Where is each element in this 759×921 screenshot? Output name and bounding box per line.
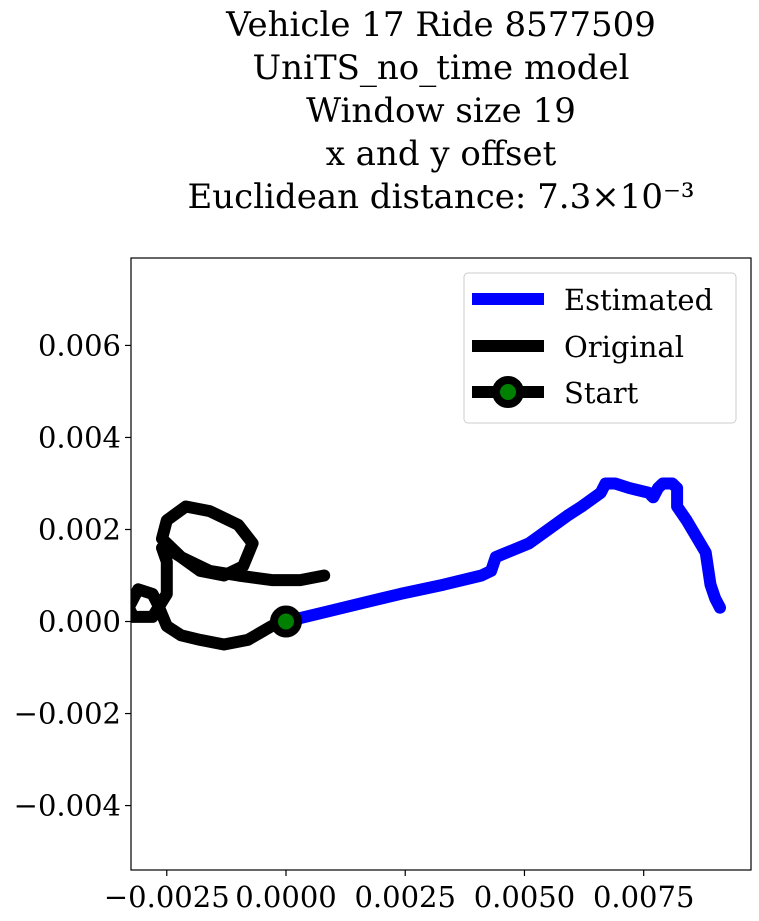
y-tick-label: −0.002: [14, 697, 121, 731]
y-tick-label: 0.004: [38, 420, 121, 454]
legend-start-label: Start: [564, 376, 639, 410]
legend: Estimated Original Start: [463, 272, 737, 424]
x-tick-label: 0.0025: [354, 880, 455, 914]
x-axis: −0.0025 0.0000 0.0025 0.0050 0.0075: [104, 870, 694, 914]
series-original-line: [131, 500, 331, 651]
series-estimated-line: [280, 477, 726, 628]
x-tick-label: −0.0025: [104, 880, 230, 914]
legend-original-label: Original: [564, 330, 684, 364]
start-marker: [270, 605, 302, 638]
y-tick-label: −0.004: [14, 789, 121, 823]
y-tick-label: 0.000: [38, 605, 121, 639]
x-tick-label: 0.0050: [474, 880, 575, 914]
y-axis: −0.004 −0.002 0.000 0.002 0.004 0.006: [14, 328, 131, 823]
title-line-3: Window size 19: [306, 91, 576, 131]
legend-estimated-label: Estimated: [564, 283, 713, 317]
title-line-4: x and y offset: [326, 134, 557, 174]
legend-box: [463, 272, 737, 424]
title-line-1: Vehicle 17 Ride 8577509: [225, 5, 656, 45]
x-tick-label: 0.0000: [235, 880, 336, 914]
series-group: [131, 477, 726, 651]
title-line-2: UniTS_no_time model: [253, 48, 630, 88]
y-tick-label: 0.002: [38, 512, 121, 546]
legend-start-marker: [492, 376, 524, 408]
plot-area: [130, 257, 752, 871]
title-line-5: Euclidean distance: 7.3×10⁻³: [187, 177, 694, 217]
x-tick-label: 0.0075: [593, 880, 694, 914]
y-tick-label: 0.006: [38, 328, 121, 362]
